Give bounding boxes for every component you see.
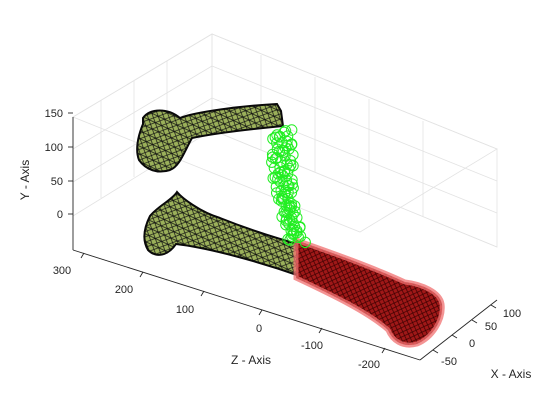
red-bone-overlay [293, 236, 445, 348]
green-marker-44 [286, 174, 298, 186]
z-tick-mark [258, 309, 263, 316]
z-tick-mark [80, 252, 85, 259]
z-tick-label: 200 [115, 284, 133, 296]
green-marker-61 [278, 188, 291, 201]
axis-ticks: 0 50 100 150 300 200 100 0 -100 -200 -50 0 50 100 [45, 108, 522, 371]
green-marker-12 [271, 137, 283, 149]
y-tick-label: 0 [57, 209, 63, 221]
green-marker-101 [299, 236, 311, 249]
z-tick-mark [318, 327, 323, 334]
upper-bone-mesh [136, 102, 285, 173]
green-marker-20 [283, 143, 295, 155]
plot-marks [136, 102, 445, 348]
green-marker-82 [286, 212, 298, 224]
green-marker-40 [274, 166, 286, 179]
z-axis-label: Z - Axis [231, 353, 271, 367]
green-marker-59 [285, 186, 298, 199]
axes-grid [72, 33, 498, 248]
y-axis-label: Y - Axis [18, 160, 32, 200]
green-marker-84 [280, 215, 292, 227]
x-tick-mark [471, 319, 478, 324]
green-marker-92 [294, 221, 306, 234]
x-tick-label: 50 [485, 321, 497, 333]
z-tick-label: 0 [256, 323, 262, 335]
y-tick-label: 150 [45, 108, 63, 120]
green-marker-99 [284, 234, 296, 246]
green-marker-46 [280, 174, 293, 187]
green-marker-95 [291, 225, 303, 237]
z-tick-mark [200, 290, 205, 297]
z-tick-label: -200 [358, 359, 380, 371]
green-marker-41 [281, 168, 294, 180]
y-tick-label: 50 [51, 176, 63, 188]
green-marker-2 [286, 124, 298, 136]
z-tick-label: 300 [53, 265, 71, 277]
x-tick-mark [490, 304, 497, 309]
axes-box [72, 117, 498, 361]
x-tick-label: 100 [503, 308, 521, 320]
z-tick-label: 100 [176, 304, 194, 316]
z-tick-mark [139, 271, 144, 278]
green-marker-30 [266, 156, 278, 168]
x-axis-label: X - Axis [491, 367, 532, 381]
green-marker-77 [289, 205, 301, 218]
z-tick-label: -100 [301, 340, 323, 352]
green-marker-45 [272, 173, 284, 185]
x-tick-label: -50 [441, 356, 457, 368]
x-tick-label: 0 [469, 338, 475, 350]
green-marker-94 [288, 227, 300, 240]
y-tick-label: 100 [45, 142, 63, 154]
green-marker-63 [273, 193, 285, 205]
z-tick-mark [381, 347, 386, 354]
green-marker-97 [287, 228, 299, 240]
x-tick-mark [432, 349, 439, 354]
x-tick-mark [451, 334, 458, 339]
